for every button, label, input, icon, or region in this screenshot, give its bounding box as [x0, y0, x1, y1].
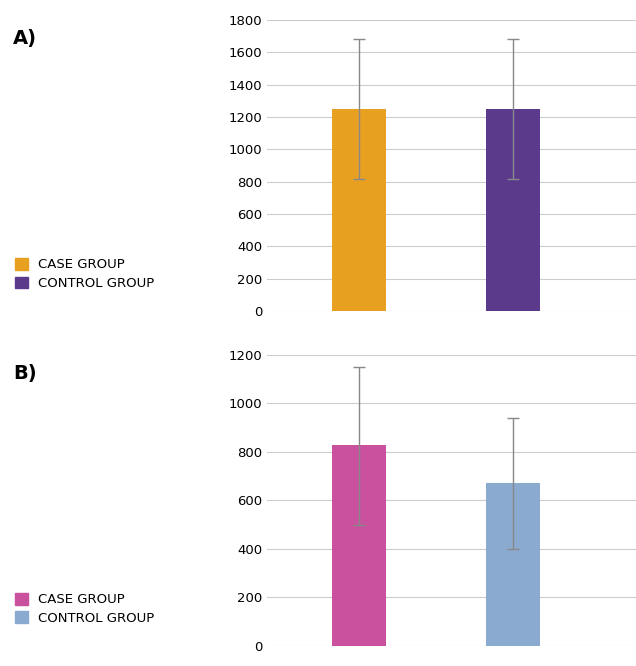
Text: B): B): [13, 364, 37, 382]
Bar: [333, 109, 386, 311]
Bar: [333, 445, 386, 646]
Bar: [486, 484, 540, 646]
Legend: CASE GROUP, CONTROL GROUP: CASE GROUP, CONTROL GROUP: [15, 593, 155, 625]
Bar: [486, 109, 540, 311]
Legend: CASE GROUP, CONTROL GROUP: CASE GROUP, CONTROL GROUP: [15, 258, 155, 290]
Text: A): A): [13, 29, 38, 48]
